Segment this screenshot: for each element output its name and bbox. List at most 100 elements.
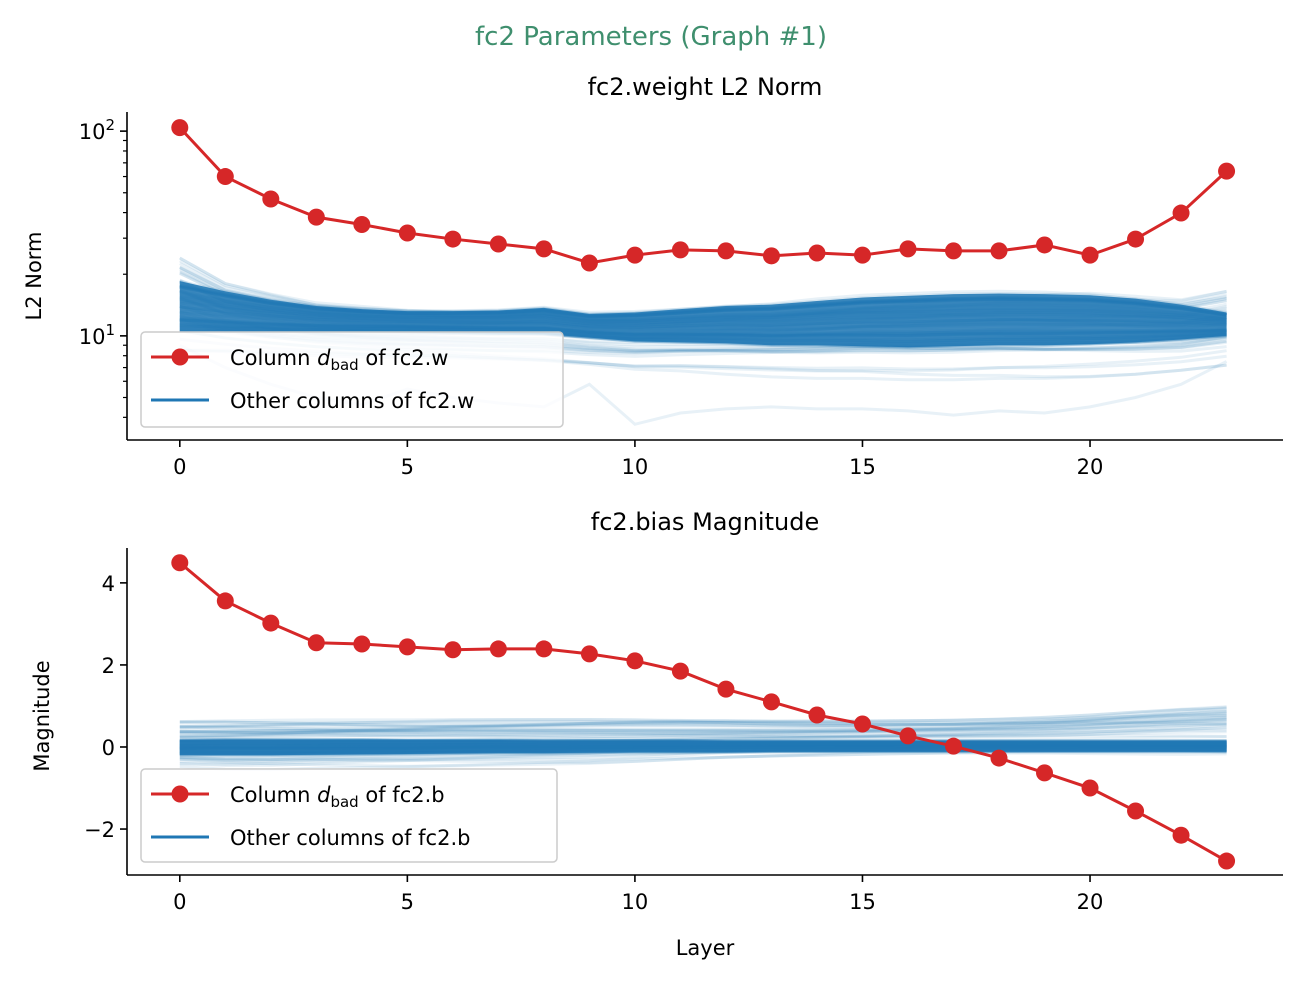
- bad-column-point: [808, 706, 826, 724]
- bad-column-point: [444, 230, 462, 248]
- bad-column-point: [944, 242, 962, 260]
- other-column-line: [179, 715, 1227, 733]
- legend-frame: [140, 331, 564, 428]
- top-plot-title: fc2.weight L2 Norm: [588, 73, 823, 101]
- bad-column-point: [808, 244, 826, 262]
- bad-column-point: [990, 242, 1008, 260]
- bad-column-point: [853, 246, 871, 264]
- bad-column-point: [990, 749, 1008, 767]
- other-column-line: [179, 720, 1227, 726]
- bad-column-point: [353, 215, 371, 233]
- y-tick-label: 0: [102, 736, 115, 760]
- bad-column-point: [489, 235, 507, 253]
- other-column-line: [179, 725, 1227, 740]
- other-column-line: [179, 710, 1227, 728]
- bad-column-point: [1081, 246, 1099, 264]
- bottom-plot: 0 5 10 15 20 −2 0 2 4 Column dbad of fc2.b Other c…: [84, 548, 1283, 914]
- other-column-line: [179, 705, 1227, 728]
- bad-column-point: [216, 168, 234, 186]
- bad-column-point: [171, 119, 189, 137]
- other-column-line: [179, 705, 1227, 731]
- legend: Column dbad of fc2.w Other columns of fc2…: [140, 331, 564, 428]
- bad-column-point: [216, 592, 234, 610]
- bad-column-point: [580, 254, 598, 272]
- bad-column-point: [398, 224, 416, 242]
- other-columns-band: [179, 281, 1227, 348]
- other-column-line: [179, 718, 1227, 740]
- other-column-line: [179, 711, 1227, 729]
- bad-column-point: [671, 662, 689, 680]
- other-column-line: [179, 723, 1227, 738]
- bad-column-point: [671, 241, 689, 259]
- bad-column-point: [853, 715, 871, 733]
- legend: Column dbad of fc2.b Other columns of fc2…: [140, 768, 558, 863]
- top-plot-y-label: L2 Norm: [22, 231, 46, 320]
- x-tick-label: 0: [173, 455, 186, 479]
- legend-label-other: Other columns of fc2.w: [230, 389, 474, 413]
- bad-column-point: [1218, 852, 1236, 870]
- other-column-line: [179, 716, 1227, 733]
- bad-column-point: [626, 246, 644, 264]
- other-column-line: [179, 713, 1227, 734]
- other-column-line: [179, 706, 1227, 728]
- x-tick-label: 5: [401, 890, 414, 914]
- x-tick-label: 20: [1077, 455, 1104, 479]
- legend-label-other: Other columns of fc2.b: [230, 826, 470, 850]
- other-column-line: [179, 721, 1227, 739]
- legend-frame: [140, 768, 558, 863]
- y-tick-label: 4: [102, 572, 115, 596]
- x-tick-label: 20: [1077, 890, 1104, 914]
- other-column-line: [179, 718, 1227, 734]
- x-tick-label: 0: [173, 890, 186, 914]
- bad-column-line: [178, 126, 1228, 265]
- bad-column-point: [1127, 230, 1145, 248]
- other-column-line: [179, 709, 1227, 729]
- other-column-line: [179, 751, 1227, 766]
- bad-column-point: [580, 645, 598, 663]
- bottom-plot-x-label: Layer: [676, 936, 735, 960]
- other-column-line: [179, 713, 1227, 730]
- other-column-line: [179, 707, 1227, 731]
- bad-column-point: [762, 247, 780, 265]
- bad-column-point: [717, 680, 735, 698]
- legend-marker: [171, 785, 189, 803]
- bottom-plot-title: fc2.bias Magnitude: [591, 508, 819, 536]
- bad-column-point: [398, 638, 416, 656]
- bad-column-point: [899, 727, 917, 745]
- bad-column-point: [899, 240, 917, 258]
- other-column-line: [179, 719, 1227, 737]
- legend-marker: [171, 348, 189, 366]
- top-plot: 0 5 10 15 20 101 102 Column dbad of fc2.w Other …: [79, 112, 1283, 479]
- bad-column-point: [717, 242, 735, 260]
- other-column-line: [179, 717, 1227, 735]
- bad-column-point: [626, 652, 644, 670]
- bad-column-point: [1036, 236, 1054, 254]
- bad-column-point: [1081, 779, 1099, 797]
- x-tick-label: 10: [622, 455, 649, 479]
- bad-column-point: [171, 554, 189, 572]
- x-tick-label: 10: [622, 890, 649, 914]
- bad-column-point: [1127, 802, 1145, 820]
- bad-column-point: [307, 208, 325, 226]
- legend-label-bad: Column dbad of fc2.w: [230, 346, 448, 374]
- bad-column-point: [535, 640, 553, 658]
- figure-suptitle: fc2 Parameters (Graph #1): [475, 22, 827, 52]
- bad-column-point: [1218, 162, 1236, 180]
- bad-column-point: [762, 693, 780, 711]
- bad-column-point: [1036, 764, 1054, 782]
- y-tick-label: 102: [79, 116, 115, 144]
- y-tick-label: 101: [79, 321, 115, 349]
- bad-column-point: [353, 635, 371, 653]
- bad-column-point: [444, 641, 462, 659]
- other-column-line: [179, 713, 1227, 739]
- y-tick-label: −2: [84, 818, 115, 842]
- other-column-line: [179, 722, 1227, 739]
- legend-label-bad: Column dbad of fc2.b: [230, 783, 445, 811]
- bad-column-point: [262, 190, 280, 208]
- other-column-line: [179, 722, 1227, 739]
- x-tick-label: 15: [849, 455, 876, 479]
- other-columns-band: [179, 739, 1227, 756]
- bad-column-point: [1172, 204, 1190, 222]
- bad-column-point: [944, 737, 962, 755]
